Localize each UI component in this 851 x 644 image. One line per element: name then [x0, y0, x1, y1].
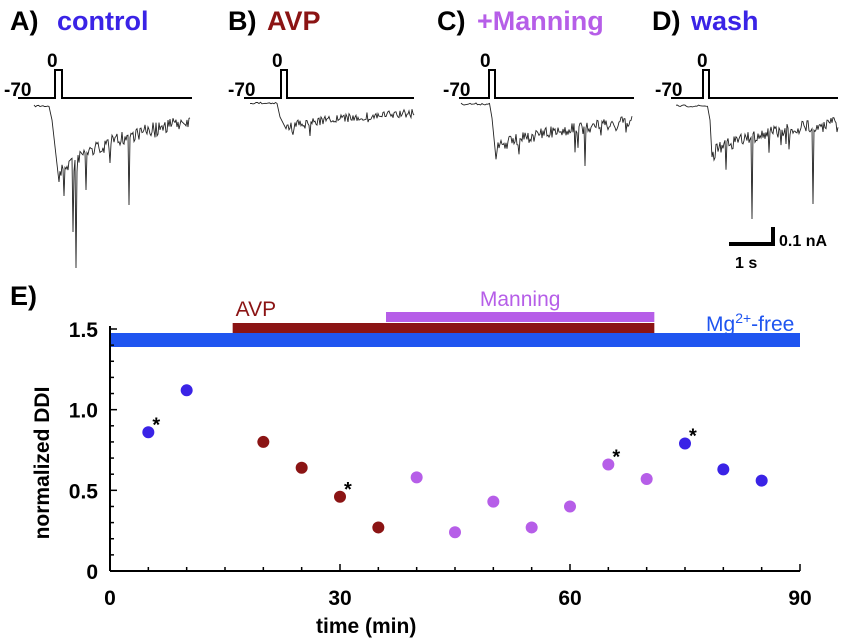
panel-b-current-trace: [249, 101, 415, 137]
panel-b-holding-label: -70: [228, 80, 255, 101]
data-points: * * * *: [142, 384, 768, 539]
point-avp: [295, 461, 308, 474]
panel-a-step-label: 0: [47, 51, 58, 72]
panel-c: C) +Manning -70 0: [437, 6, 634, 167]
panel-c-letter: C): [437, 6, 466, 36]
chart-axes: 0 0.5 1.0 1.5 0 30 60 90: [69, 319, 812, 610]
panel-a-voltage-protocol: [18, 69, 192, 99]
point-control: [142, 426, 155, 439]
point-control: [180, 384, 193, 397]
panel-c-holding-label: -70: [443, 80, 470, 101]
panel-e: E) AVP Manning Mg2+-free 0 0.5 1.0 1.5 0 30 60 90…: [10, 281, 812, 638]
panel-a-current-trace: [33, 104, 191, 269]
panel-e-letter: E): [10, 281, 37, 311]
scale-bar: 1 s 0.1 nA: [729, 227, 827, 272]
panel-d-title: wash: [690, 6, 759, 36]
y-tick-label: 0.5: [69, 480, 99, 503]
panel-d-step-label: 0: [697, 51, 708, 72]
scale-bar-lines: [729, 227, 775, 246]
point-manning: [410, 471, 423, 484]
point-manning: [640, 473, 653, 486]
x-tick-label: 30: [328, 587, 351, 610]
panel-d-holding-label: -70: [655, 80, 682, 101]
point-wash: [679, 437, 691, 450]
panel-c-title: +Manning: [477, 6, 604, 36]
significance-star: *: [152, 414, 160, 436]
treatment-bars: AVP Manning Mg2+-free: [110, 288, 800, 347]
panel-d: D) wash -70 0: [652, 6, 839, 220]
point-manning: [449, 526, 461, 539]
panel-d-letter: D): [652, 6, 681, 36]
scale-bar-time-label: 1 s: [735, 255, 757, 272]
point-avp: [334, 490, 346, 503]
point-wash: [717, 463, 730, 476]
panel-a-holding-label: -70: [4, 80, 31, 101]
x-axis-label: time (min): [316, 615, 416, 638]
bar-mg-free: [110, 333, 800, 347]
y-tick-label: 0: [86, 561, 98, 584]
point-wash: [755, 474, 768, 487]
y-axis-label: normalized DDI: [31, 387, 54, 540]
point-manning: [564, 500, 576, 513]
point-manning: [602, 458, 615, 471]
panel-b-letter: B): [228, 6, 257, 36]
y-tick-label: 1.0: [69, 400, 98, 423]
point-manning: [525, 521, 538, 534]
point-avp: [372, 521, 385, 534]
panel-a: A) control -70 0: [4, 6, 192, 269]
significance-star: *: [612, 447, 620, 469]
panel-c-current-trace: [460, 102, 633, 167]
panel-c-step-label: 0: [480, 51, 491, 72]
panel-a-title: control: [57, 6, 149, 36]
bar-label-avp: AVP: [236, 298, 276, 321]
y-tick-label: 1.5: [69, 319, 99, 342]
x-tick-label: 90: [788, 587, 811, 610]
significance-star: *: [344, 479, 352, 501]
panel-c-voltage-protocol: [459, 69, 634, 99]
x-tick-label: 0: [104, 587, 116, 610]
panel-b: B) AVP -70 0: [228, 6, 415, 137]
bar-manning: [386, 312, 655, 322]
scale-bar-current-label: 0.1 nA: [779, 233, 827, 250]
x-tick-label: 60: [558, 587, 581, 610]
panel-a-letter: A): [10, 6, 39, 36]
panel-b-title: AVP: [267, 6, 321, 36]
bar-label-manning: Manning: [480, 288, 561, 311]
significance-star: *: [689, 426, 697, 448]
bar-label-mg-free: Mg2+-free: [706, 310, 794, 336]
panel-d-voltage-protocol: [671, 69, 838, 99]
panel-b-voltage-protocol: [244, 69, 414, 99]
panel-b-step-label: 0: [272, 51, 283, 72]
panel-d-current-trace: [675, 104, 839, 220]
point-manning: [487, 495, 500, 508]
bar-avp: [232, 323, 655, 335]
point-avp: [257, 435, 270, 448]
